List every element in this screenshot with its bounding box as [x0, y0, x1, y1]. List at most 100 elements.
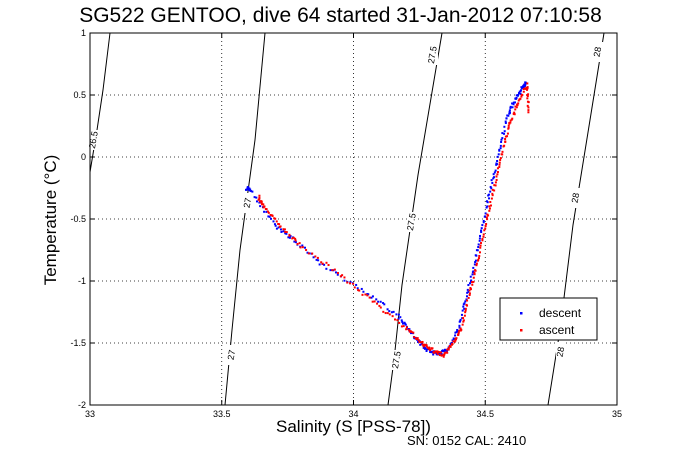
- ascent-point: [258, 197, 261, 200]
- ascent-point: [515, 106, 518, 109]
- descent-point: [466, 288, 469, 291]
- contour-label: 28: [592, 46, 604, 58]
- descent-point: [499, 144, 502, 147]
- ascent-point: [496, 171, 499, 174]
- ascent-point: [479, 251, 482, 254]
- ascent-point: [425, 344, 428, 347]
- ascent-point: [473, 273, 476, 276]
- descent-point: [268, 215, 271, 218]
- ascent-point: [379, 306, 382, 309]
- ascent-point: [465, 303, 468, 306]
- ascent-point: [472, 280, 475, 283]
- descent-point: [285, 232, 288, 235]
- descent-point: [267, 215, 270, 218]
- ascent-point: [496, 173, 499, 176]
- descent-point: [386, 308, 389, 311]
- descent-point: [259, 205, 262, 208]
- ascent-point: [488, 207, 491, 210]
- ascent-point: [316, 256, 319, 259]
- ascent-point: [462, 319, 465, 322]
- ascent-point: [526, 86, 529, 89]
- ascent-point: [258, 196, 261, 199]
- descent-point: [459, 320, 462, 323]
- descent-point: [492, 176, 495, 179]
- descent-point: [287, 236, 290, 239]
- descent-point: [301, 244, 304, 247]
- descent-point: [480, 227, 483, 230]
- ascent-point: [526, 82, 529, 85]
- ascent-point: [412, 331, 415, 334]
- ascent-point: [498, 165, 501, 168]
- ascent-point: [486, 218, 489, 221]
- ascent-point: [346, 281, 349, 284]
- descent-point: [401, 320, 404, 323]
- ascent-point: [282, 228, 285, 231]
- ascent-point: [376, 302, 379, 305]
- ascent-point: [507, 124, 510, 127]
- x-axis-label: Salinity (S [PSS-78]): [276, 417, 431, 436]
- ascent-point: [279, 225, 282, 228]
- descent-point: [379, 300, 382, 303]
- ascent-point: [482, 235, 485, 238]
- descent-point: [293, 240, 296, 243]
- ascent-point: [398, 321, 401, 324]
- ascent-point: [439, 351, 442, 354]
- ascent-point: [462, 317, 465, 320]
- descent-point: [478, 239, 481, 242]
- ascent-point: [519, 97, 522, 100]
- descent-point: [460, 313, 463, 316]
- ascent-point: [526, 100, 529, 103]
- contour-label-bg: [243, 193, 253, 213]
- descent-point: [523, 83, 526, 86]
- descent-point: [497, 153, 500, 156]
- descent-point: [449, 342, 452, 345]
- ascent-point: [495, 178, 498, 181]
- descent-point: [248, 189, 251, 192]
- descent-point: [253, 196, 256, 199]
- ascent-point: [469, 288, 472, 291]
- descent-point: [377, 300, 380, 303]
- ascent-point: [343, 276, 346, 279]
- ascent-point: [327, 264, 330, 267]
- ascent-point: [504, 135, 507, 138]
- ascent-point: [475, 262, 478, 265]
- descent-point: [512, 101, 515, 104]
- ascent-point: [425, 345, 428, 348]
- ascent-point: [405, 326, 408, 329]
- descent-point: [524, 83, 527, 86]
- descent-point: [484, 215, 487, 218]
- descent-point: [390, 311, 393, 314]
- ascent-point: [521, 94, 524, 97]
- plot-area: [90, 33, 617, 405]
- ascent-point: [288, 233, 291, 236]
- ascent-point: [526, 104, 529, 107]
- ascent-point: [499, 157, 502, 160]
- ascent-point: [434, 350, 437, 353]
- ascent-point: [291, 237, 294, 240]
- ascent-point: [441, 354, 444, 357]
- descent-point: [422, 346, 425, 349]
- ascent-point: [349, 282, 352, 285]
- descent-point: [443, 350, 446, 353]
- ascent-point: [491, 188, 494, 191]
- descent-point: [456, 328, 459, 331]
- descent-point: [490, 187, 493, 190]
- descent-point: [499, 147, 502, 150]
- descent-point: [462, 305, 465, 308]
- ascent-point: [490, 204, 493, 207]
- ascent-point: [504, 140, 507, 143]
- descent-point: [511, 106, 514, 109]
- descent-point: [519, 90, 522, 93]
- ascent-point: [478, 254, 481, 257]
- ascent-point: [364, 293, 367, 296]
- ascent-point: [400, 325, 403, 328]
- descent-point: [289, 235, 292, 238]
- ascent-point: [501, 150, 504, 153]
- x-tick-label: 34.5: [476, 409, 494, 419]
- descent-point: [317, 259, 320, 262]
- ascent-point: [472, 276, 475, 279]
- descent-point: [463, 302, 466, 305]
- descent-point: [247, 186, 250, 189]
- descent-point: [367, 293, 370, 296]
- descent-point: [397, 317, 400, 320]
